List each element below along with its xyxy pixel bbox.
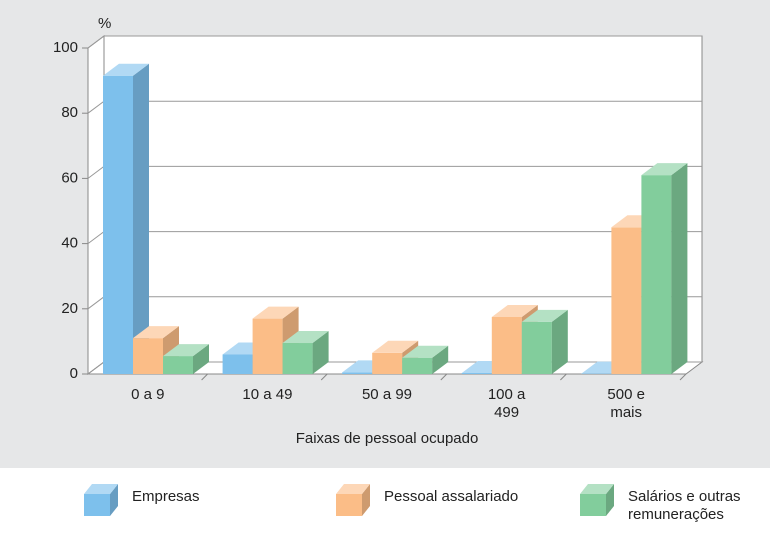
legend-swatch-side [110, 484, 118, 516]
legend-swatch-top [336, 484, 370, 494]
y-axis-label: % [98, 15, 111, 32]
bar [342, 372, 373, 374]
legend-swatch-top [580, 484, 614, 494]
bar [491, 316, 522, 374]
bar-side [432, 345, 449, 374]
legend-swatch [580, 494, 606, 516]
bar [133, 338, 163, 374]
y-tick-label: 0 [70, 365, 78, 382]
bar [103, 75, 133, 375]
bar-top [491, 304, 538, 317]
bar [521, 321, 552, 374]
y-tick-label: 100 [53, 39, 78, 56]
category-separator [679, 373, 687, 381]
bar-side [551, 309, 568, 374]
bar-top [402, 345, 449, 358]
bar [222, 354, 253, 374]
category-separator [440, 373, 448, 381]
left-wall [87, 35, 105, 375]
bar-side [671, 163, 688, 374]
bar [641, 175, 672, 374]
y-tick-label: 60 [61, 169, 78, 186]
bar-top [641, 163, 688, 176]
bar-top [252, 306, 299, 319]
bar [461, 373, 492, 374]
legend-label: Salários e outras remunerações [628, 488, 741, 523]
bar-side [133, 63, 149, 375]
bar-top [521, 309, 568, 322]
bar-side [312, 331, 329, 374]
bar [402, 357, 433, 374]
bar-side [193, 344, 209, 374]
x-tick-label: 0 a 9 [131, 386, 165, 403]
bar-top [282, 331, 329, 344]
legend-swatch [84, 494, 110, 516]
bar [252, 318, 283, 374]
grid-line [87, 35, 702, 49]
back-wall [103, 35, 703, 363]
bar [282, 343, 313, 374]
legend-swatch-side [606, 484, 614, 516]
legend-swatch [336, 494, 362, 516]
y-tick-label: 80 [61, 104, 78, 121]
legend-label: Empresas [132, 488, 200, 505]
bar-top [103, 63, 149, 76]
legend-swatch-top [84, 484, 118, 494]
x-axis-label: Faixas de pessoal ocupado [295, 430, 479, 447]
legend-label: Pessoal assalariado [384, 488, 519, 505]
x-tick-label: 500 e mais [607, 386, 645, 421]
bar-top [163, 344, 209, 357]
y-tick-label: 20 [61, 300, 78, 317]
x-tick-label: 10 a 49 [242, 386, 293, 403]
x-tick-label: 50 a 99 [361, 386, 413, 403]
bar [163, 356, 193, 374]
category-separator [560, 373, 567, 381]
category-separator [201, 373, 208, 381]
bar-top [372, 340, 419, 353]
category-separator [320, 373, 328, 381]
bar [372, 352, 403, 374]
legend-swatch-side [362, 484, 370, 516]
bar [611, 227, 642, 374]
y-tick-label: 40 [61, 235, 78, 252]
x-tick-label: 100 a 499 [487, 386, 526, 421]
bar-top [133, 326, 179, 339]
